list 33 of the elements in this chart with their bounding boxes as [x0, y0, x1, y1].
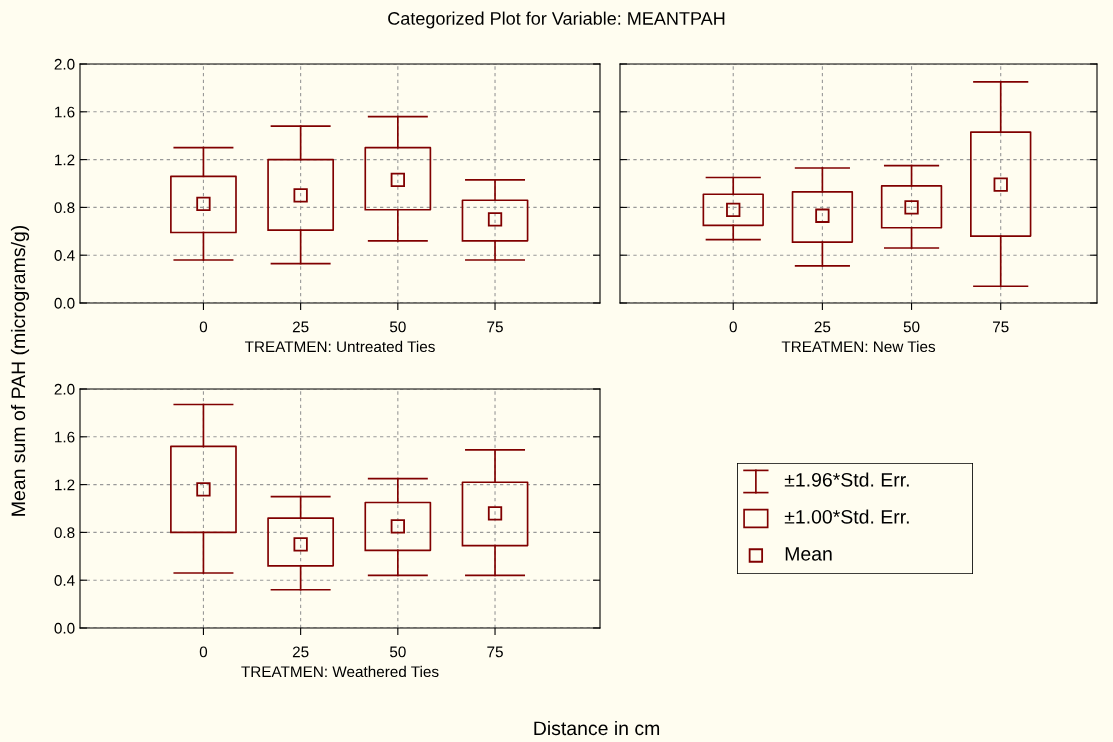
y-tick-label: 1.2	[55, 479, 75, 491]
y-tick-label: 1.6	[55, 106, 75, 118]
x-tick-label: 0	[729, 321, 737, 333]
y-tick-label: 2.0	[54, 58, 75, 70]
x-tick-label: 25	[292, 321, 309, 333]
x-axis-title: TREATMEN: Weathered Ties	[241, 665, 439, 678]
x-tick-label: 50	[389, 321, 406, 333]
y-tick-label: 2.0	[54, 383, 75, 395]
y-tick-label: 0.8	[54, 527, 75, 539]
chart-title: Categorized Plot for Variable: MEANTPAH	[388, 11, 725, 29]
y-tick-label: 0.0	[54, 622, 75, 634]
text: ±1.00*Std. Err.	[784, 509, 909, 524]
x-tick-label: 75	[993, 321, 1009, 333]
y-tick-label: 1.2	[55, 154, 75, 166]
x-tick-label: 25	[814, 321, 831, 333]
x-tick-label: 50	[389, 646, 406, 658]
x-tick-label: 75	[487, 321, 503, 333]
y-tick-label: 0.0	[54, 297, 75, 309]
x-tick-label: 25	[292, 646, 309, 658]
x-axis-title: TREATMEN: New Ties	[781, 340, 936, 353]
text: ±1.96*Std. Err.	[784, 472, 909, 487]
x-tick-label: 0	[199, 646, 208, 658]
y-tick-label: 0.8	[54, 202, 75, 214]
y-tick-label: 0.4	[54, 250, 75, 261]
text: Mean	[785, 547, 832, 561]
text: Distance in cm	[534, 720, 660, 736]
x-tick-label: 75	[487, 646, 503, 658]
x-tick-label: 0	[199, 321, 208, 333]
x-axis-title: TREATMEN: Untreated Ties	[244, 340, 435, 353]
y-axis-title: Mean sum of PAH (micrograms/g)	[10, 225, 30, 516]
y-tick-label: 0.4	[54, 575, 75, 586]
x-tick-label: 50	[903, 321, 920, 333]
y-tick-label: 1.6	[55, 431, 75, 443]
